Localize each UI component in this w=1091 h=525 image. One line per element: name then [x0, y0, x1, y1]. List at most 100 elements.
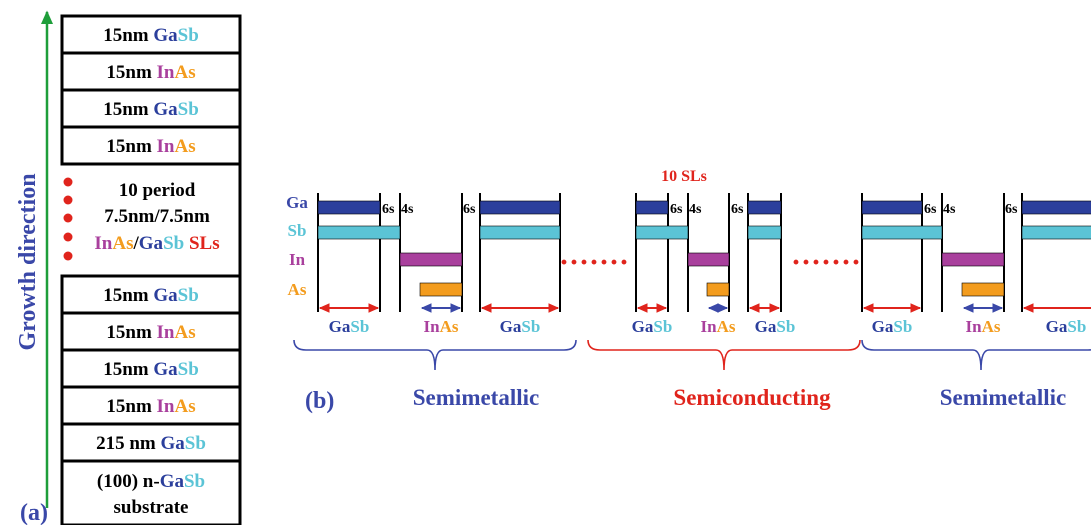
dot-marker [63, 213, 73, 223]
text-run: Ga [872, 317, 894, 336]
dot-marker [63, 251, 73, 261]
sb-bar [635, 225, 689, 240]
layer-label: 15nm GaSb [103, 25, 199, 46]
layer-box [60, 311, 242, 352]
ga-bar [861, 200, 923, 215]
text-run: 15nm [106, 322, 156, 343]
layer-label: 15nm InAs [106, 136, 195, 157]
ga-bar [317, 200, 381, 215]
region-brace [293, 339, 577, 371]
text-run: SLs [184, 233, 219, 254]
material-label-gasb: GaSb [1046, 317, 1087, 336]
region-label-semiconducting: Semiconducting [673, 385, 831, 410]
in-bar [941, 252, 1005, 267]
dot-marker [63, 177, 73, 187]
width-label-6s: 6s [731, 202, 744, 217]
as-bar [706, 282, 730, 297]
as-bar [961, 282, 1005, 297]
sb-bar [747, 225, 782, 240]
material-label-gasb: GaSb [755, 317, 796, 336]
layer-label: 15nm InAs [106, 322, 195, 343]
text-run: Ga [153, 359, 178, 380]
dot-marker [63, 195, 73, 205]
sl-thickness-label: 7.5nm/7.5nm [104, 206, 210, 227]
text-run: Sb [1067, 317, 1086, 336]
ga-bar [747, 200, 782, 215]
text-run: (100) n- [97, 471, 160, 492]
text-run: Ga [153, 285, 178, 306]
text-run: 10 period [119, 180, 196, 201]
text-run: As [175, 322, 196, 343]
text-run: As [717, 317, 736, 336]
substrate-label: substrate [114, 497, 189, 518]
ellipsis-dots: ······· [559, 246, 629, 279]
sl-count-label: 10 SLs [661, 168, 707, 185]
row-label-sb: Sb [288, 221, 307, 240]
width-label-6s: 6s [670, 202, 683, 217]
text-run: 15nm [106, 396, 156, 417]
text-run: Sb [178, 25, 199, 46]
text-run: In [157, 62, 175, 83]
sl-composition-label: InAs/GaSb SLs [94, 233, 219, 254]
panel-a-label: (a) [20, 500, 48, 525]
layer-label: 15nm GaSb [103, 359, 199, 380]
text-run: 15nm [103, 285, 153, 306]
text-run: Ga [153, 25, 178, 46]
ga-bar [479, 200, 561, 215]
text-run: As [982, 317, 1001, 336]
text-run: Ga [755, 317, 777, 336]
region-brace [861, 339, 1091, 371]
row-label-ga: Ga [286, 193, 308, 212]
text-run: Sb [178, 99, 199, 120]
text-run: In [701, 317, 718, 336]
text-run: Sb [163, 233, 184, 254]
text-run: 7.5nm/7.5nm [104, 206, 210, 227]
sb-bar [317, 225, 401, 240]
text-run: Sb [893, 317, 912, 336]
layer-stack [60, 14, 242, 525]
text-run: Ga [139, 233, 164, 254]
text-run: In [94, 233, 112, 254]
ga-bar [635, 200, 669, 215]
text-run: Ga [329, 317, 351, 336]
layer-label: 15nm GaSb [103, 285, 199, 306]
text-run: In [157, 136, 175, 157]
text-run: 15nm [103, 359, 153, 380]
dot-marker [63, 232, 73, 242]
text-run: In [966, 317, 983, 336]
text-run: 15nm [103, 99, 153, 120]
text-run: 15nm [106, 62, 156, 83]
layer-label: 15nm GaSb [103, 99, 199, 120]
text-run: Ga [153, 99, 178, 120]
text-run: Sb [178, 359, 199, 380]
width-label-4s: 4s [943, 202, 956, 217]
region-label-semimetallic: Semimetallic [940, 385, 1066, 410]
text-run: / [133, 233, 140, 254]
material-label-inas: InAs [701, 317, 736, 336]
in-bar [687, 252, 730, 267]
text-run: As [112, 233, 133, 254]
text-run: Sb [178, 285, 199, 306]
text-run: As [175, 136, 196, 157]
text-run: Ga [160, 471, 185, 492]
text-run: In [157, 396, 175, 417]
region-label-semimetallic: Semimetallic [413, 385, 539, 410]
text-run: As [440, 317, 459, 336]
ellipsis-dots: ······· [791, 246, 861, 279]
material-label-inas: InAs [966, 317, 1001, 336]
layer-box [60, 125, 242, 166]
text-run: substrate [114, 497, 189, 518]
text-run: In [157, 322, 175, 343]
text-run: Sb [521, 317, 540, 336]
sb-bar [1021, 225, 1091, 240]
width-label-6s: 6s [924, 202, 937, 217]
row-label-as: As [288, 280, 307, 299]
text-run: 15nm [106, 136, 156, 157]
text-run: In [424, 317, 441, 336]
text-run: Ga [160, 433, 185, 454]
width-label-6s: 6s [382, 202, 395, 217]
text-run: Ga [632, 317, 654, 336]
text-run: Sb [350, 317, 369, 336]
